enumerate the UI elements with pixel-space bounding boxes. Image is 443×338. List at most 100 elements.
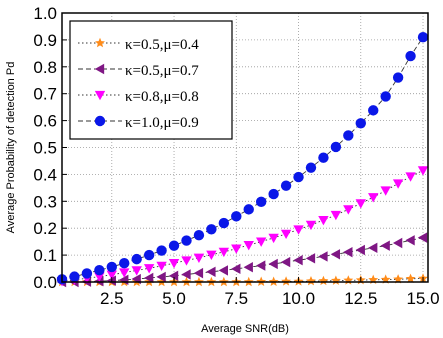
x-tick-label: 15.0: [406, 289, 439, 308]
legend: κ=0.5,μ=0.4 κ=0.5,μ=0.7 κ=0.8,μ=0.8 κ=1.0,μ…: [69, 20, 233, 140]
data-point: [392, 237, 403, 249]
data-point: [243, 262, 253, 273]
data-point: [131, 253, 142, 265]
data-point: [318, 152, 329, 163]
data-point: [193, 229, 205, 241]
y-tick-label: 0.2: [33, 219, 57, 238]
y-tick-label: 0.6: [33, 112, 57, 131]
ticks: 2.5 5.0 7.5 10.0 12.5 15.0 0.0 0.1 0.2 0.3 0.4 0.5 0…: [33, 4, 439, 308]
data-point: [255, 260, 266, 271]
data-point: [106, 275, 116, 286]
data-point: [417, 232, 428, 243]
data-point: [405, 172, 416, 182]
x-axis-title: Average SNR(dB): [201, 323, 289, 335]
data-point: [231, 211, 242, 222]
data-point: [318, 215, 329, 226]
data-point: [405, 50, 416, 62]
y-tick-label: 0.1: [33, 246, 57, 265]
data-point: [231, 244, 242, 254]
legend-marker: [95, 37, 105, 48]
data-point: [318, 275, 329, 286]
data-point: [281, 276, 292, 286]
data-point: [417, 166, 429, 176]
data-point: [293, 255, 303, 266]
data-point: [355, 199, 366, 209]
data-point: [280, 256, 291, 268]
y-tick-label: 0.7: [33, 85, 57, 104]
data-point: [168, 259, 180, 269]
data-point: [268, 233, 279, 244]
data-point: [293, 171, 304, 183]
data-point: [206, 224, 217, 235]
x-tick-label: 5.0: [162, 289, 186, 308]
data-point: [94, 264, 105, 276]
data-point: [81, 268, 93, 279]
y-tick-label: 1.0: [33, 4, 57, 23]
data-point: [268, 276, 279, 286]
data-point: [243, 240, 254, 251]
data-point: [293, 225, 304, 235]
data-point: [343, 130, 354, 141]
series-4: [56, 32, 429, 285]
data-point: [218, 217, 230, 229]
data-point: [193, 253, 205, 263]
y-tick-label: 0.4: [33, 165, 57, 184]
data-point: [156, 271, 166, 283]
data-point: [106, 261, 117, 273]
data-point: [156, 261, 167, 272]
data-point: [218, 247, 230, 258]
data-point: [268, 258, 278, 270]
data-point: [255, 237, 267, 247]
data-point: [343, 205, 354, 215]
data-point: [156, 245, 167, 256]
data-point: [168, 270, 179, 282]
data-point: [417, 32, 429, 43]
y-tick-label: 0.0: [33, 273, 57, 292]
data-point: [368, 242, 378, 254]
y-tick-label: 0.3: [33, 192, 57, 211]
legend-marker: [94, 90, 106, 101]
data-point: [94, 272, 105, 282]
data-point: [69, 271, 80, 282]
data-point: [393, 274, 404, 284]
data-point: [143, 264, 155, 274]
data-point: [343, 246, 353, 258]
data-point: [330, 249, 341, 260]
data-point: [330, 141, 342, 153]
data-point: [181, 235, 192, 246]
data-point: [380, 91, 391, 102]
data-point: [243, 204, 254, 215]
legend-label: κ=0.5,μ=0.7: [125, 63, 199, 79]
x-tick-label: 12.5: [344, 289, 377, 308]
x-tick-label: 7.5: [224, 289, 248, 308]
data-point: [368, 193, 379, 203]
x-tick-label: 2.5: [100, 289, 124, 308]
legend-label: κ=1.0,μ=0.9: [125, 115, 199, 131]
data-point: [392, 72, 404, 83]
data-point: [181, 256, 192, 266]
data-point: [305, 253, 316, 264]
data-point: [405, 273, 416, 283]
data-point: [106, 270, 117, 280]
data-point: [168, 240, 180, 251]
data-point: [405, 235, 415, 246]
data-point: [206, 250, 217, 261]
data-point: [305, 162, 317, 173]
data-point: [280, 180, 292, 191]
y-tick-label: 0.9: [33, 31, 57, 50]
data-point: [131, 266, 142, 276]
data-point: [355, 118, 366, 129]
data-point: [368, 105, 379, 116]
data-point: [181, 269, 191, 280]
data-point: [380, 186, 391, 196]
data-point: [305, 220, 317, 231]
data-point: [206, 266, 216, 277]
data-point: [94, 275, 104, 287]
data-point: [355, 244, 365, 256]
data-point: [193, 267, 204, 279]
data-point: [330, 210, 342, 221]
data-point: [256, 276, 267, 286]
legend-label: κ=0.8,μ=0.8: [125, 89, 199, 105]
legend-marker: [94, 115, 106, 127]
